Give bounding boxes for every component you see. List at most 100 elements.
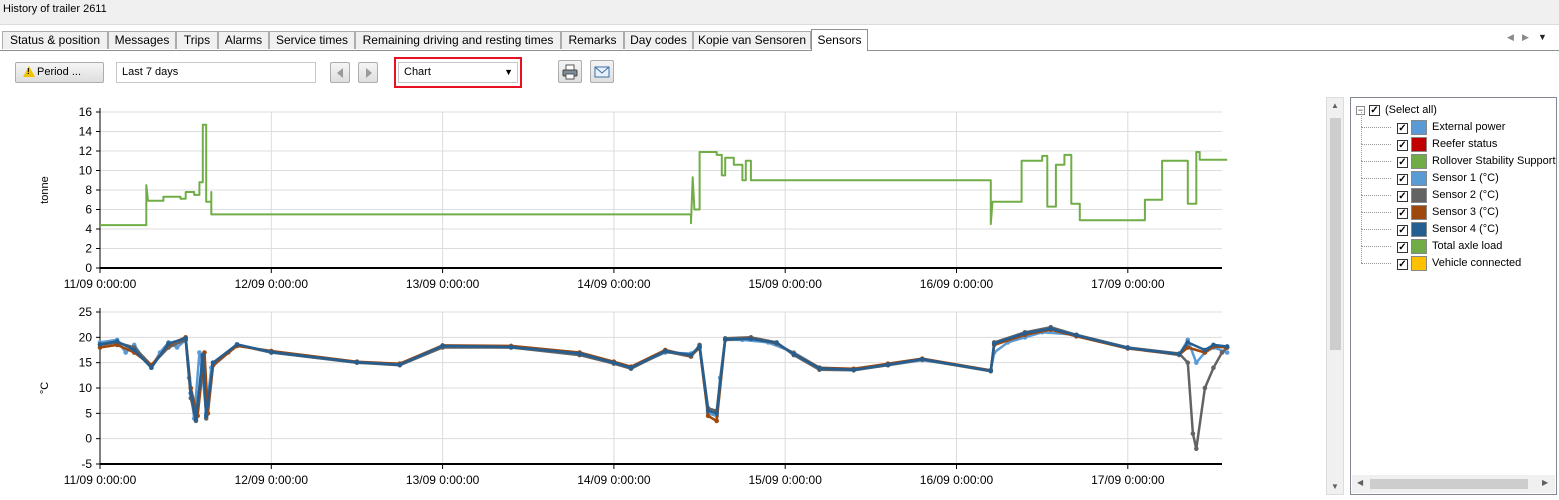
legend-item-label: Sensor 3 (°C)	[1432, 206, 1499, 218]
legend-item[interactable]: ✓ Vehicle connected	[1351, 246, 1556, 272]
data-point	[508, 344, 514, 350]
x-tick-label: 12/09 0:00:00	[235, 473, 309, 487]
legend-item-checkbox[interactable]: ✓	[1397, 242, 1408, 253]
legend-item[interactable]: ✓ Sensor 4 (°C)	[1351, 212, 1556, 238]
next-period-button[interactable]	[358, 62, 378, 83]
legend-item[interactable]: ✓ Sensor 3 (°C)	[1351, 195, 1556, 221]
scroll-up-icon[interactable]: ▲	[1331, 101, 1339, 110]
tree-connector	[1361, 229, 1391, 230]
legend-item-checkbox[interactable]: ✓	[1397, 123, 1408, 134]
data-point	[114, 342, 120, 348]
legend-item-checkbox[interactable]: ✓	[1397, 208, 1408, 219]
data-point	[97, 342, 103, 347]
legend-item-label: Sensor 4 (°C)	[1432, 223, 1499, 235]
period-value-field[interactable]: Last 7 days	[116, 62, 316, 83]
tab-messages[interactable]: Messages	[108, 31, 176, 49]
y-tick-label: 16	[79, 105, 93, 119]
data-point	[714, 411, 719, 416]
select-all-checkbox[interactable]: ✓	[1369, 105, 1380, 116]
legend-item-checkbox[interactable]: ✓	[1397, 140, 1408, 151]
data-point	[705, 413, 711, 419]
legend-item[interactable]: ✓ External power	[1351, 110, 1556, 136]
legend-item-checkbox[interactable]: ✓	[1397, 191, 1408, 202]
email-button[interactable]	[590, 60, 614, 83]
tab-list-dropdown-icon[interactable]: ▼	[1538, 32, 1547, 42]
collapse-icon[interactable]: −	[1356, 105, 1365, 115]
tab-service-times[interactable]: Service times	[269, 31, 355, 49]
legend-item-checkbox[interactable]: ✓	[1397, 157, 1408, 168]
view-mode-highlight	[394, 57, 522, 88]
y-tick-label: 12	[79, 144, 93, 158]
series-line	[99, 327, 1228, 421]
legend-vertical-scrollbar[interactable]: ▲ ▼	[1326, 97, 1344, 495]
scroll-left-icon[interactable]: ◀	[1357, 478, 1364, 487]
data-point	[269, 349, 274, 355]
data-point	[1224, 350, 1230, 355]
legend-panel: ▲ ▼ − ✓ (Select all) ✓ External power ✓ Ree…	[1326, 97, 1557, 495]
tree-connector	[1361, 229, 1362, 246]
tree-connector	[1361, 144, 1362, 161]
window-title: History of trailer 2611	[3, 3, 107, 15]
scrollbar-thumb[interactable]	[1330, 118, 1341, 350]
data-point	[1022, 330, 1028, 336]
select-all-row[interactable]: − ✓ (Select all)	[1351, 102, 1556, 119]
tab-alarms[interactable]: Alarms	[218, 31, 269, 49]
warning-icon-mark: !	[27, 67, 30, 76]
period-button[interactable]: ! Period ...	[15, 62, 104, 83]
view-mode-select[interactable]: Chart ▼	[398, 62, 518, 83]
legend-item-label: External power	[1432, 121, 1506, 133]
tab-remaining-driving[interactable]: Remaining driving and resting times	[355, 31, 561, 49]
data-point	[885, 362, 891, 367]
previous-period-button[interactable]	[330, 62, 350, 83]
data-point	[131, 347, 137, 353]
legend-item[interactable]: ✓ Reefer status	[1351, 127, 1556, 153]
tree-connector	[1361, 212, 1391, 213]
data-point	[197, 350, 202, 355]
legend-item-checkbox[interactable]: ✓	[1397, 174, 1408, 185]
scroll-down-icon[interactable]: ▼	[1331, 482, 1339, 491]
x-tick-label: 15/09 0:00:00	[748, 473, 822, 487]
tab-sensors[interactable]: Sensors	[811, 29, 868, 51]
tab-remarks[interactable]: Remarks	[561, 31, 624, 49]
legend-item[interactable]: ✓ Rollover Stability Support	[1351, 144, 1556, 170]
series-line	[99, 331, 1228, 420]
legend-item-checkbox[interactable]: ✓	[1397, 259, 1408, 270]
x-tick-label: 17/09 0:00:00	[1091, 277, 1165, 291]
y-tick-label: 20	[79, 330, 93, 344]
view-mode-value: Chart	[404, 66, 431, 78]
horizontal-scrollbar-thumb[interactable]	[1370, 479, 1528, 489]
scroll-right-icon[interactable]: ▶	[1542, 478, 1549, 487]
y-tick-label: 5	[85, 406, 92, 420]
legend-horizontal-scrollbar[interactable]: ◀ ▶	[1352, 475, 1555, 493]
legend-item[interactable]: ✓ Total axle load	[1351, 229, 1556, 255]
arrow-left-icon	[337, 68, 343, 78]
data-point	[577, 351, 582, 356]
x-tick-label: 12/09 0:00:00	[235, 277, 309, 291]
title-bar: History of trailer 2611	[0, 0, 1559, 25]
tab-day-codes[interactable]: Day codes	[624, 31, 693, 49]
tab-scroll-right-icon[interactable]: ▶	[1522, 32, 1529, 42]
legend-color-swatch	[1411, 239, 1427, 254]
data-point	[1190, 431, 1196, 436]
legend-item[interactable]: ✓ Sensor 2 (°C)	[1351, 178, 1556, 204]
tab-status-position[interactable]: Status & position	[2, 31, 108, 49]
tab-trips[interactable]: Trips	[176, 31, 218, 49]
legend-item-checkbox[interactable]: ✓	[1397, 225, 1408, 236]
series-line	[99, 328, 1228, 423]
legend-color-swatch	[1411, 256, 1427, 271]
tab-scroll-left-icon[interactable]: ◀	[1507, 32, 1514, 42]
data-point	[149, 365, 154, 371]
y-tick-label: 25	[79, 305, 93, 319]
data-point	[1194, 446, 1199, 452]
series-line	[100, 123, 1228, 227]
print-button[interactable]	[558, 60, 582, 83]
x-tick-label: 13/09 0:00:00	[406, 277, 480, 291]
data-point	[1211, 342, 1216, 348]
legend-item-label: Sensor 1 (°C)	[1432, 172, 1499, 184]
y-axis-label: °C	[39, 382, 51, 394]
legend-item[interactable]: ✓ Sensor 1 (°C)	[1351, 161, 1556, 187]
sensor-charts: 0 2 4 6 8 10 12 14 16 11/09 0:00:00 12/09 0:00:00 1…	[39, 105, 1230, 487]
y-tick-label: 8	[85, 183, 92, 197]
data-point	[611, 360, 617, 365]
tab-kopie-van-sensoren[interactable]: Kopie van Sensoren	[693, 31, 811, 49]
